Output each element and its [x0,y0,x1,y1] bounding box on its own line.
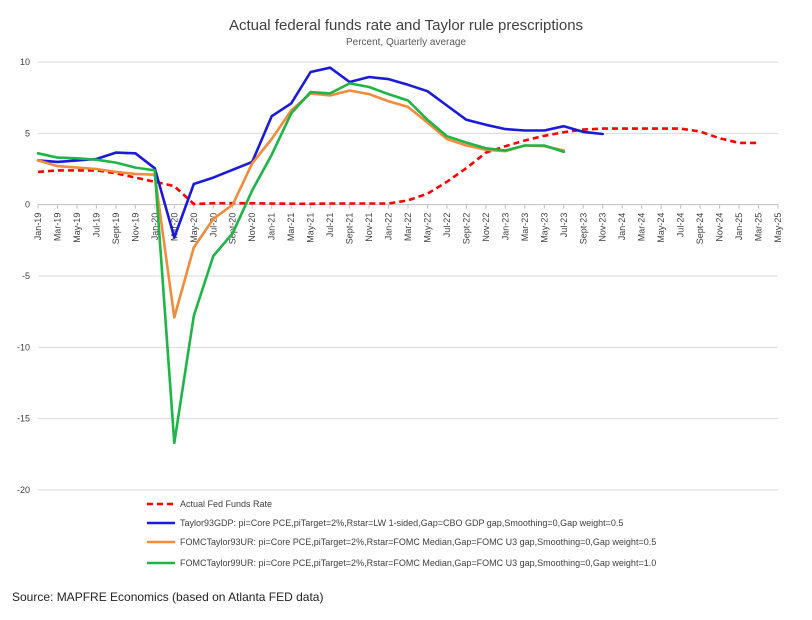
x-tick-label: May-19 [72,213,82,243]
x-tick-label: Nov-21 [364,213,374,242]
y-tick-label: -5 [22,271,30,281]
gridlines [38,61,778,491]
legend-label-fomc_taylor93ur: FOMCTaylor93UR: pi=Core PCE,piTarget=2%,… [180,537,656,547]
x-tick-label: Mar-21 [286,213,296,242]
x-tick-label: Mar-20 [169,213,179,242]
x-tick-label: Mar-23 [520,213,530,242]
x-tick-label: Jul-22 [442,213,452,238]
series-line-fomc_taylor99ur [36,82,566,445]
legend: Actual Fed Funds Rate Taylor93GDP: pi=Cor… [147,499,656,568]
x-tick-label: Mar-25 [754,213,764,242]
series-lines [36,66,759,445]
x-tick-label: May-21 [306,213,316,243]
x-tick-label: May-25 [773,213,783,243]
x-tick-label: May-20 [189,213,199,243]
y-axis-ticks: 10 5 0 -5 -10 -15 -20 [17,57,30,495]
series-line-actual [37,127,759,206]
source-note: Source: MAPFRE Economics (based on Atlan… [12,590,324,604]
x-tick-label: Jul-24 [676,213,686,238]
x-tick-label: May-24 [656,213,666,243]
legend-label-taylor93gdp: Taylor93GDP: pi=Core PCE,piTarget=2%,Rst… [180,518,623,528]
x-tick-label: Jan-19 [33,213,43,241]
x-tick-label: Jul-19 [91,213,101,238]
x-tick-label: Jan-23 [500,213,510,241]
x-tick-label: Jan-24 [617,213,627,241]
x-tick-label: Mar-24 [637,213,647,242]
legend-label-fomc_taylor99ur: FOMCTaylor99UR: pi=Core PCE,piTarget=2%,… [180,558,656,568]
x-tick-label: Mar-22 [403,213,413,242]
y-tick-label: -15 [17,414,30,424]
chart-title: Actual federal funds rate and Taylor rul… [229,17,583,34]
x-tick-label: Nov-20 [247,213,257,242]
x-tick-label: Sept-22 [461,213,471,245]
x-tick-label: Mar-19 [52,213,62,242]
y-tick-label: -10 [17,342,30,352]
x-tick-label: Nov-23 [598,213,608,242]
y-tick-label: -20 [17,485,30,495]
x-tick-label: Jan-20 [150,213,160,241]
x-tick-label: Jan-21 [267,213,277,241]
x-tick-label: Jul-21 [325,213,335,238]
x-tick-label: Sept-19 [111,213,121,245]
x-tick-label: Nov-22 [481,213,491,242]
series-line-taylor93gdp [36,66,604,239]
y-tick-label: 5 [25,128,30,138]
x-tick-label: Nov-24 [715,213,725,242]
y-tick-label: 0 [25,200,30,210]
x-tick-label: Sept-23 [578,213,588,245]
x-tick-label: Jul-20 [208,213,218,238]
x-axis-ticks: Jan-19 Mar-19 May-19 Jul-19 Sept-19 Nov-19 Jan… [33,204,783,245]
x-tick-label: May-23 [539,213,549,243]
x-tick-label: Jul-23 [559,213,569,238]
x-tick-label: Jan-22 [384,213,394,241]
x-tick-label: Sept-24 [695,213,705,245]
legend-label-actual: Actual Fed Funds Rate [180,499,272,509]
x-tick-label: Sept-20 [228,213,238,245]
x-tick-label: Sept-21 [345,213,355,245]
chart-subtitle: Percent, Quarterly average [346,37,466,48]
x-tick-label: Jan-25 [734,213,744,241]
y-tick-label: 10 [20,57,30,67]
x-tick-label: May-22 [422,213,432,243]
x-tick-label: Nov-19 [130,213,140,242]
